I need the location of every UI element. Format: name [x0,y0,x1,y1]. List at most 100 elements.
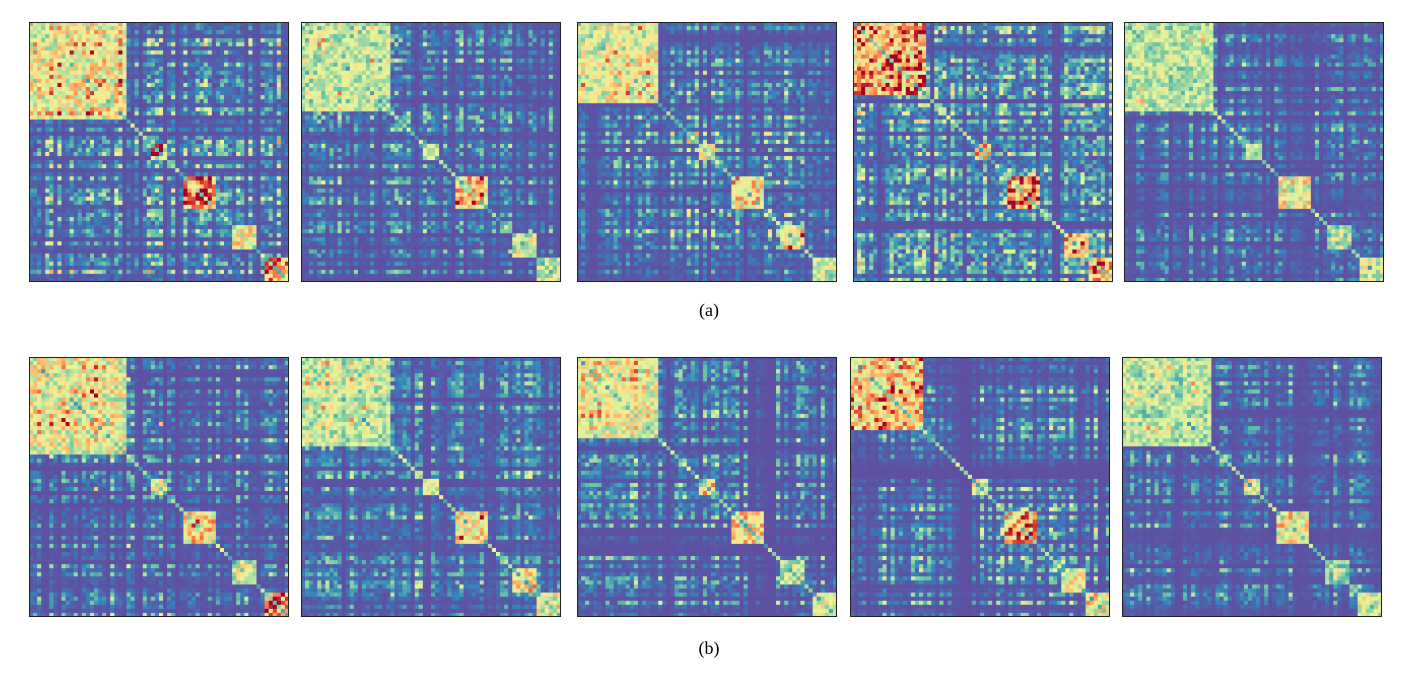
heatmap-cell [45,208,50,214]
heatmap-cell [114,107,119,112]
heatmap-cell [154,200,160,206]
heatmap-cell [219,111,225,116]
heatmap-cell [361,30,367,35]
heatmap-cell [163,115,168,120]
heatmap-cell [77,135,83,141]
heatmap-cell [114,156,119,161]
heatmap-cell [37,115,42,120]
heatmap-cell [49,180,54,185]
heatmap-cell [57,115,62,120]
heatmap-cell [435,46,440,51]
heatmap-cell [195,74,200,80]
heatmap-cell [366,38,371,43]
heatmap-cell [504,74,509,80]
heatmap-cell [504,26,509,31]
heatmap-cell [496,66,501,72]
heatmap-cell [126,176,131,181]
heatmap-cell [211,78,217,84]
heatmap-cell [134,249,139,254]
heatmap-cell [528,42,533,47]
heatmap-cell [171,119,176,124]
heatmap-cell [150,245,156,250]
heatmap-cell [134,156,139,161]
heatmap-cell [552,58,558,63]
heatmap-cell [207,34,213,39]
heatmap-cell [175,257,180,262]
heatmap-cell [159,225,164,230]
heatmap-cell [85,225,91,230]
heatmap-cell [118,168,123,173]
heatmap-cell [301,70,306,76]
heatmap-cell [272,58,278,63]
heatmap-cell [264,200,269,206]
heatmap-cell [215,87,221,92]
heatmap-cell [187,123,192,128]
heatmap-cell [272,103,278,108]
heatmap-cell [268,34,274,39]
heatmap-cell [284,192,289,197]
heatmap-cell [146,135,152,141]
heatmap-cell [49,115,54,120]
heatmap-cell [53,34,58,39]
heatmap-cell [504,42,509,47]
heatmap-cell [77,50,83,55]
heatmap-cell [252,273,257,279]
heatmap-cell [134,38,139,43]
heatmap-cell [81,119,87,124]
heatmap-cell [301,26,306,31]
heatmap-cell [305,70,310,76]
heatmap-cell [167,180,172,185]
heatmap-cell [195,82,200,88]
heatmap-cell [187,34,192,39]
heatmap-cell [532,34,537,39]
heatmap-cell [244,22,249,27]
heatmap-cell [114,233,119,238]
heatmap-cell [232,192,237,197]
heatmap-cell [45,233,50,238]
heatmap-cell [431,38,436,43]
heatmap-cell [345,70,351,76]
heatmap-cell [219,229,225,234]
heatmap-cell [49,253,54,258]
heatmap-cell [159,156,164,161]
heatmap-cell [382,26,387,31]
heatmap-cell [228,196,233,202]
heatmap-cell [61,180,66,185]
heatmap-cell [459,22,464,27]
heatmap-cell [94,172,99,177]
heatmap-cell [126,99,131,104]
heatmap-cell [524,70,529,76]
heatmap-cell [167,46,172,51]
heatmap-cell [41,221,46,226]
heatmap-cell [73,164,79,169]
heatmap-cell [463,46,468,51]
heatmap-cell [219,26,225,31]
heatmap-cell [504,50,509,55]
heatmap-cell [528,22,533,27]
heatmap-cell [211,54,217,59]
heatmap-cell [150,66,156,72]
heatmap-cell [73,111,79,116]
heatmap-cell [528,46,533,51]
heatmap-cell [61,91,66,96]
heatmap-cell [244,212,249,218]
heatmap-cell [65,176,70,181]
heatmap-cell [426,42,432,47]
heatmap-cell [134,208,139,214]
heatmap-cell [126,66,131,72]
heatmap-cell [228,180,233,185]
heatmap-cell [207,30,213,35]
heatmap-cell [244,95,249,100]
heatmap-cell [443,34,448,39]
heatmap-cells [29,22,289,282]
heatmap-cell [146,74,152,80]
heatmap-cell [366,42,371,47]
heatmap-cell [256,208,261,214]
heatmap-cell [85,245,91,250]
heatmap-cell [199,152,204,157]
heatmap-cell [73,87,79,92]
heatmap-cell [215,127,221,132]
heatmap-cell [154,160,160,165]
heatmap-cell [232,91,237,96]
heatmap-cell [171,188,176,193]
